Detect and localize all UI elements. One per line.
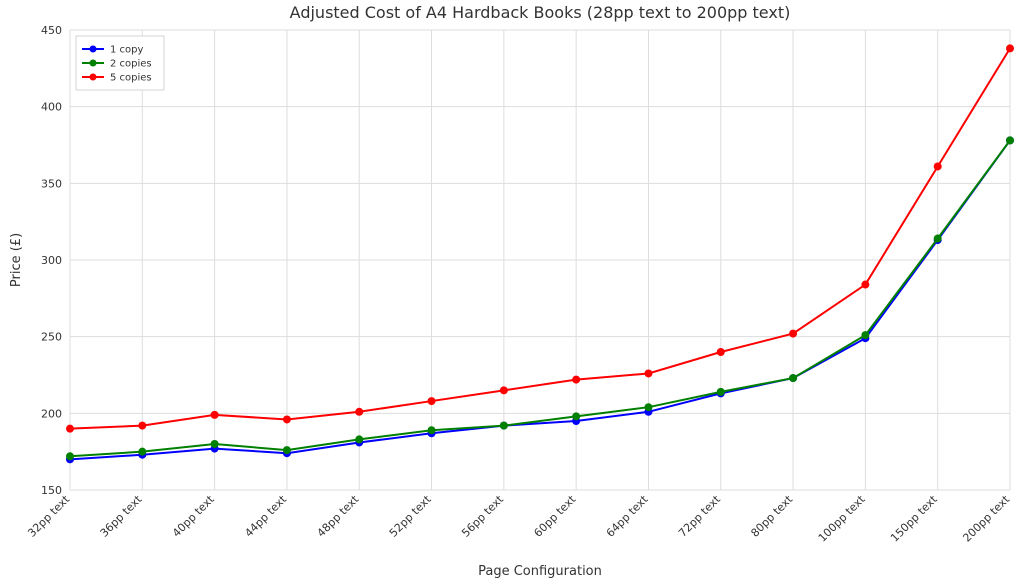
series-marker [138, 448, 146, 456]
series-marker [1006, 136, 1014, 144]
x-tick-label: 100pp text [816, 492, 868, 544]
chart-container: 150 200 250 300 350 400 450 32pp text 36pp text 4… [0, 0, 1024, 585]
y-tick-label: 300 [41, 254, 62, 267]
x-tick-label: 48pp text [315, 492, 362, 539]
series-marker [1006, 44, 1014, 52]
legend-swatch-marker [90, 60, 97, 67]
series-marker [934, 162, 942, 170]
series-marker [861, 281, 869, 289]
series-marker [211, 440, 219, 448]
series-marker [572, 376, 580, 384]
x-tick-label: 32pp text [25, 492, 72, 539]
series-marker [717, 348, 725, 356]
series-marker [500, 386, 508, 394]
series-marker [789, 330, 797, 338]
chart-title: Adjusted Cost of A4 Hardback Books (28pp… [290, 3, 791, 22]
line-chart: 150 200 250 300 350 400 450 32pp text 36pp text 4… [0, 0, 1024, 585]
legend-swatch-marker [90, 46, 97, 53]
series-marker [138, 422, 146, 430]
series-marker [66, 452, 74, 460]
series-marker [428, 426, 436, 434]
x-tick-label: 200pp text [960, 492, 1012, 544]
x-tick-label: 60pp text [531, 492, 578, 539]
y-tick-label: 200 [41, 407, 62, 420]
series-marker [861, 331, 869, 339]
y-tick-label: 250 [41, 331, 62, 344]
x-tick-label: 36pp text [98, 492, 145, 539]
legend-label: 1 copy [110, 45, 144, 56]
series-marker [355, 435, 363, 443]
x-tick-label: 52pp text [387, 492, 434, 539]
x-tick-label: 80pp text [748, 492, 795, 539]
legend-label: 5 copies [110, 73, 152, 84]
y-axis-label: Price (£) [9, 233, 24, 287]
series-marker [789, 374, 797, 382]
y-tick-label: 150 [41, 484, 62, 497]
x-tick-label: 56pp text [459, 492, 506, 539]
x-tick-label: 72pp text [676, 492, 723, 539]
series-marker [572, 412, 580, 420]
series-marker [66, 425, 74, 433]
series-marker [934, 235, 942, 243]
y-tick-label: 350 [41, 177, 62, 190]
x-tick-label: 150pp text [888, 492, 940, 544]
legend-swatch-marker [90, 74, 97, 81]
x-tick-label: 64pp text [604, 492, 651, 539]
x-axis-label: Page Configuration [478, 564, 602, 579]
y-tick-label: 400 [41, 101, 62, 114]
series-marker [355, 408, 363, 416]
y-tick-label: 450 [41, 24, 62, 37]
legend-label: 2 copies [110, 59, 152, 70]
x-tick-label: 40pp text [170, 492, 217, 539]
series-marker [211, 411, 219, 419]
series-marker [283, 415, 291, 423]
series-marker [500, 422, 508, 430]
series-marker [644, 403, 652, 411]
series-marker [428, 397, 436, 405]
series-marker [283, 446, 291, 454]
series-marker [717, 388, 725, 396]
x-tick-label: 44pp text [242, 492, 289, 539]
series-marker [644, 369, 652, 377]
